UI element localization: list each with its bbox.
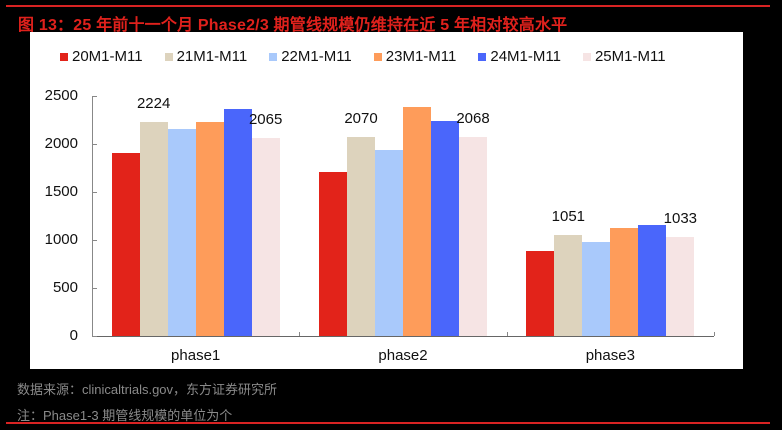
bottom-rule: [6, 422, 398, 424]
y-tick-label: 2000: [44, 135, 78, 152]
top-rule: [6, 5, 398, 7]
data-label: 1033: [663, 209, 698, 227]
bar-phase2-23M1-M11: [403, 107, 431, 336]
y-tick: [92, 192, 97, 193]
legend-swatch-icon: [373, 52, 382, 61]
legend-label: 24M1-M11: [490, 48, 561, 65]
bottom-rule: [396, 422, 770, 424]
legend-swatch-icon: [164, 52, 173, 61]
bar-phase1-23M1-M11: [195, 122, 224, 336]
legend-item: 20M1-M11: [60, 48, 143, 65]
bar-phase1-22M1-M11: [167, 129, 196, 336]
x-tick: [506, 332, 508, 336]
data-label: 2224: [136, 95, 171, 113]
bar-phase3-23M1-M11: [610, 228, 639, 336]
data-label: 1051: [551, 208, 586, 226]
bar-phase1-25M1-M11: [251, 137, 280, 336]
bar-phase1-20M1-M11: [111, 153, 140, 336]
x-category-label: phase2: [378, 347, 428, 364]
bar-phase1-24M1-M11: [223, 108, 252, 336]
x-axis: [92, 336, 714, 337]
legend-label: 20M1-M11: [72, 48, 143, 65]
legend-swatch-icon: [269, 52, 278, 61]
bar-phase2-25M1-M11: [459, 137, 487, 336]
legend-item: 24M1-M11: [478, 48, 561, 65]
y-tick: [92, 240, 97, 241]
bar-phase1-21M1-M11: [139, 122, 168, 336]
unit-note: 注：Phase1-3 期管线规模的单位为个: [17, 408, 233, 423]
bar-phase3-22M1-M11: [582, 242, 611, 336]
bar-phase3-21M1-M11: [554, 235, 583, 336]
y-axis: [92, 96, 93, 337]
y-tick: [92, 144, 97, 145]
legend-item: 23M1-M11: [373, 48, 457, 65]
x-tick: [714, 332, 715, 336]
bar-phase2-22M1-M11: [375, 149, 403, 336]
x-tick: [299, 332, 301, 336]
bar-phase3-25M1-M11: [666, 236, 695, 336]
legend-label: 21M1-M11: [176, 48, 248, 65]
x-tick: [92, 332, 93, 336]
y-tick-label: 1500: [44, 183, 78, 200]
legend-label: 25M1-M11: [594, 48, 666, 65]
y-tick-label: 1000: [44, 231, 78, 248]
legend-item: 25M1-M11: [582, 48, 666, 65]
bar-phase2-21M1-M11: [347, 137, 375, 336]
top-rule: [396, 5, 770, 7]
data-label: 2065: [248, 110, 283, 128]
bar-phase2-24M1-M11: [431, 120, 459, 336]
legend-swatch-icon: [478, 52, 487, 61]
bar-phase3-20M1-M11: [526, 251, 555, 336]
x-category-label: phase1: [171, 347, 221, 364]
legend-item: 22M1-M11: [269, 48, 352, 65]
data-label: 2070: [344, 110, 378, 128]
figure-title: 图 13：25 年前十一个月 Phase2/3 期管线规模仍维持在近 5 年相对…: [18, 17, 568, 34]
legend-label: 22M1-M11: [281, 48, 352, 65]
legend-label: 23M1-M11: [385, 48, 457, 65]
y-tick: [92, 336, 97, 337]
legend-swatch-icon: [582, 52, 591, 61]
chart-legend: 20M1-M11 21M1-M11 22M1-M11 23M1-M11 24M1-M11…: [60, 48, 688, 65]
y-tick-label: 500: [52, 279, 78, 296]
bar-phase2-20M1-M11: [319, 172, 347, 336]
y-tick: [92, 288, 97, 289]
y-tick-label: 0: [69, 327, 78, 344]
legend-item: 21M1-M11: [164, 48, 248, 65]
y-tick: [92, 96, 97, 97]
data-label: 2068: [456, 110, 490, 128]
bar-phase3-24M1-M11: [638, 225, 667, 336]
x-category-label: phase3: [585, 347, 635, 364]
y-tick-label: 2500: [44, 87, 78, 104]
source-note: 数据来源：clinicaltrials.gov，东方证券研究所: [17, 382, 278, 397]
legend-swatch-icon: [60, 52, 68, 61]
